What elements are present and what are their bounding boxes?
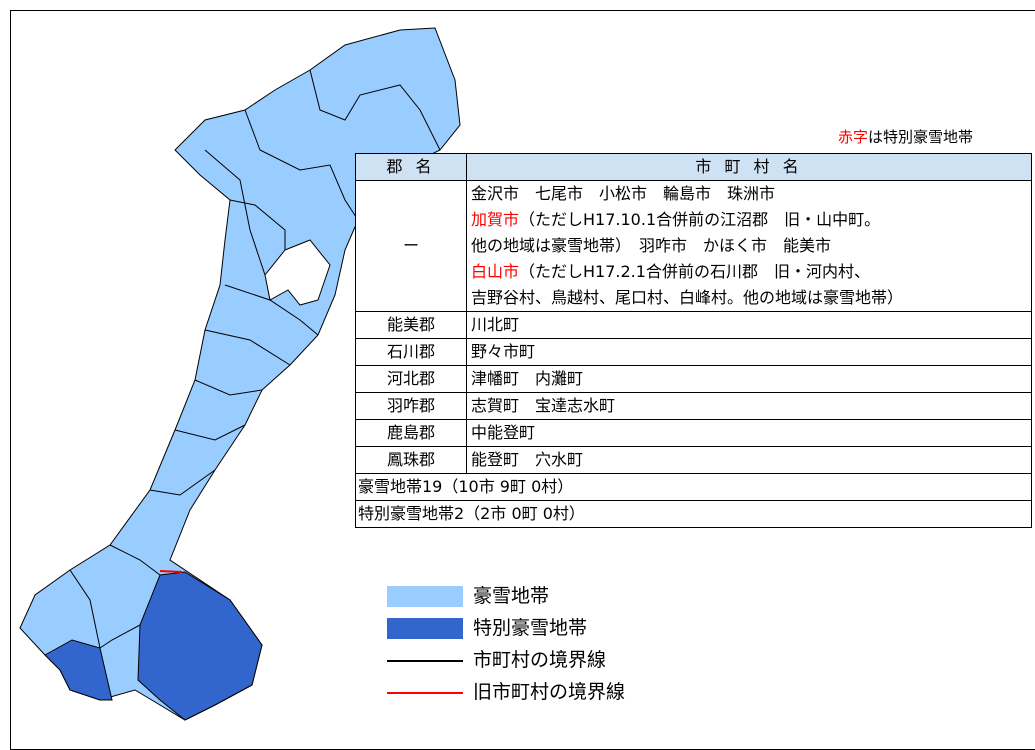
row: ー金沢市 七尾市 小松市 輪島市 珠洲市 加賀市（ただしH17.10.1合併前の江… (355, 180, 1032, 312)
total-row: 特別豪雪地帯2（2市 0町 0村） (355, 500, 1032, 528)
text: 他の地域は豪雪地帯） 羽咋市 かほく市 能美市 (471, 236, 832, 255)
text: （ただしH17.2.1合併前の石川郡 旧・河内村、 (519, 262, 870, 281)
row: 河北郡 津幡町 内灘町 (355, 365, 1032, 393)
special-heavy-snow-area (44, 639, 113, 701)
text: 金沢市 七尾市 小松市 輪島市 珠洲市 (471, 184, 776, 203)
bay (264, 239, 331, 306)
total-row: 豪雪地帯19（10市 9町 0村） (355, 473, 1032, 501)
total-cell: 特別豪雪地帯2（2市 0町 0村） (355, 500, 1032, 528)
muni-line: 中能登町 (471, 420, 1027, 446)
header-row: 郡 名市 町 村 名 (355, 153, 1032, 181)
muni-cell: 志賀町 宝達志水町 (466, 392, 1032, 420)
municipality-table: 郡 名市 町 村 名ー金沢市 七尾市 小松市 輪島市 珠洲市 加賀市（ただしH17… (355, 153, 1032, 528)
text: 志賀町 宝達志水町 (471, 396, 616, 415)
muni-cell: 川北町 (466, 311, 1032, 339)
text: 吉野谷村、鳥越村、尾口村、白峰村。他の地域は豪雪地帯） (471, 288, 904, 307)
text: （ただしH17.10.1合併前の江沼郡 旧・山中町。 (519, 210, 881, 229)
gun-cell: 石川郡 (355, 338, 467, 366)
muni-line: 白山市（ただしH17.2.1合併前の石川郡 旧・河内村、 (471, 259, 1027, 285)
legend-swatch (387, 618, 463, 639)
legend-label: 市町村の境界線 (473, 649, 607, 671)
muni-line: 加賀市（ただしH17.10.1合併前の江沼郡 旧・山中町。 (471, 207, 1027, 233)
text: 川北町 (471, 315, 520, 334)
row: 鹿島郡 中能登町 (355, 419, 1032, 447)
row: 鳳珠郡 能登町 穴水町 (355, 446, 1032, 474)
header-cell: 郡 名 (355, 153, 467, 181)
muni-cell: 津幡町 内灘町 (466, 365, 1032, 393)
muni-cell: 能登町 穴水町 (466, 446, 1032, 474)
red-text: 白山市 (471, 262, 520, 281)
muni-line: 金沢市 七尾市 小松市 輪島市 珠洲市 (471, 181, 1027, 207)
text: 野々市町 (471, 342, 536, 361)
text: 津幡町 内灘町 (471, 369, 584, 388)
muni-line: 能登町 穴水町 (471, 447, 1027, 473)
text: 中能登町 (471, 423, 536, 442)
total-cell: 豪雪地帯19（10市 9町 0村） (355, 473, 1032, 501)
muni-line: 野々市町 (471, 339, 1027, 365)
red-text: 加賀市 (471, 210, 520, 229)
gun-cell: 鳳珠郡 (355, 446, 467, 474)
legend-swatch (387, 586, 463, 607)
muni-line: 他の地域は豪雪地帯） 羽咋市 かほく市 能美市 (471, 233, 1027, 259)
muni-line: 吉野谷村、鳥越村、尾口村、白峰村。他の地域は豪雪地帯） (471, 285, 1027, 311)
muni-line: 津幡町 内灘町 (471, 366, 1027, 392)
gun-cell: 羽咋郡 (355, 392, 467, 420)
red-text: 赤字 (838, 128, 869, 146)
muni-line: 川北町 (471, 312, 1027, 338)
text: は特別豪雪地帯 (868, 128, 974, 146)
gun-cell: 能美郡 (355, 311, 467, 339)
row: 石川郡 野々市町 (355, 338, 1032, 366)
muni-cell: 野々市町 (466, 338, 1032, 366)
boundaries (69, 69, 441, 649)
text: 能登町 穴水町 (471, 450, 584, 469)
row: 羽咋郡 志賀町 宝達志水町 (355, 392, 1032, 420)
note: 赤字は特別豪雪地帯 (838, 126, 973, 147)
muni-cell: 中能登町 (466, 419, 1032, 447)
muni-cell: 金沢市 七尾市 小松市 輪島市 珠洲市 加賀市（ただしH17.10.1合併前の江沼… (466, 180, 1032, 312)
map (19, 27, 461, 721)
special-heavy-snow-area (137, 571, 263, 721)
gun-cell: ー (355, 180, 467, 312)
gun-cell: 鹿島郡 (355, 419, 467, 447)
legend-label: 特別豪雪地帯 (473, 617, 588, 639)
header-cell: 市 町 村 名 (466, 153, 1032, 181)
legend-label: 旧市町村の境界線 (473, 681, 626, 703)
row: 能美郡 川北町 (355, 311, 1032, 339)
legend-line (387, 692, 463, 694)
legend-label: 豪雪地帯 (473, 585, 550, 607)
gun-cell: 河北郡 (355, 365, 467, 393)
old-boundary (159, 570, 183, 573)
muni-line: 志賀町 宝達志水町 (471, 393, 1027, 419)
legend-line (387, 660, 463, 662)
